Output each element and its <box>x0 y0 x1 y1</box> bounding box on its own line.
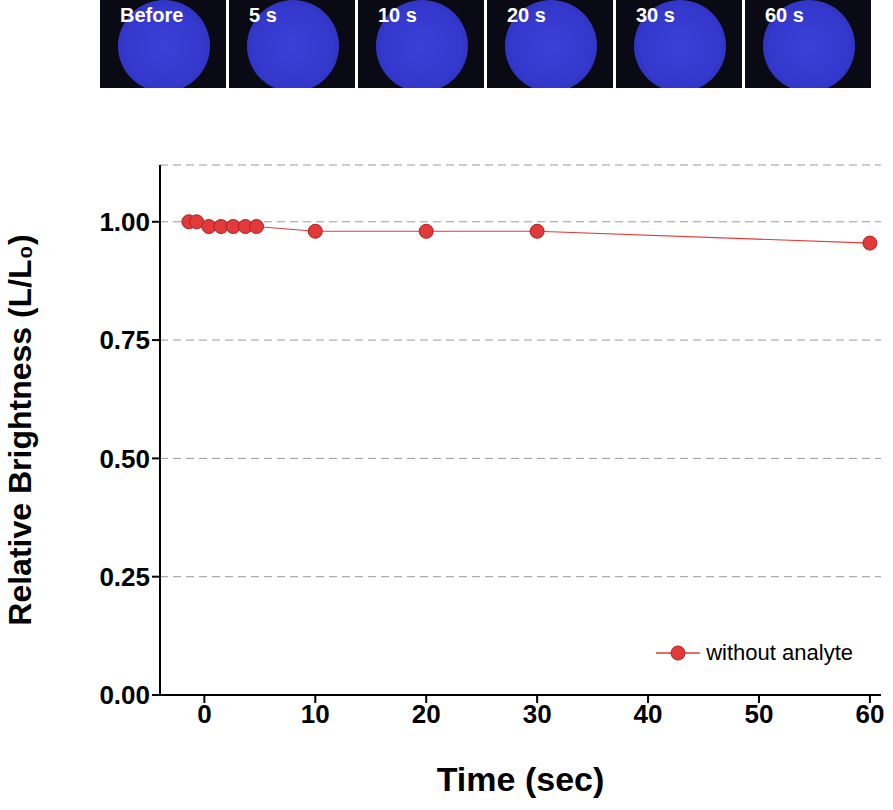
svg-text:0.75: 0.75 <box>99 325 150 355</box>
html-text:20 s: 20 s <box>507 4 546 26</box>
svg-text:0.00: 0.00 <box>99 680 150 710</box>
svg-text:0.25: 0.25 <box>99 562 150 592</box>
svg-text:40: 40 <box>634 699 663 729</box>
html-text:60 s: 60 s <box>765 4 804 26</box>
html-text:without analyte: without analyte <box>706 640 853 665</box>
html-text:30 s: 30 s <box>636 4 675 26</box>
svg-text:10: 10 <box>301 699 330 729</box>
svg-text:0: 0 <box>197 699 211 729</box>
svg-text:1.00: 1.00 <box>99 207 150 237</box>
html-text:Before: Before <box>120 4 184 26</box>
svg-text:60: 60 <box>855 699 884 729</box>
svg-text:30: 30 <box>523 699 552 729</box>
svg-text:50: 50 <box>745 699 774 729</box>
svg-text:0.50: 0.50 <box>99 444 150 474</box>
html-text:5 s: 5 s <box>249 4 277 26</box>
html-text:10 s: 10 s <box>378 4 417 26</box>
svg-text:Time (sec): Time (sec) <box>437 760 605 798</box>
svg-text:Relative Brightness (L/L₀): Relative Brightness (L/L₀) <box>2 234 38 625</box>
svg-text:20: 20 <box>412 699 441 729</box>
